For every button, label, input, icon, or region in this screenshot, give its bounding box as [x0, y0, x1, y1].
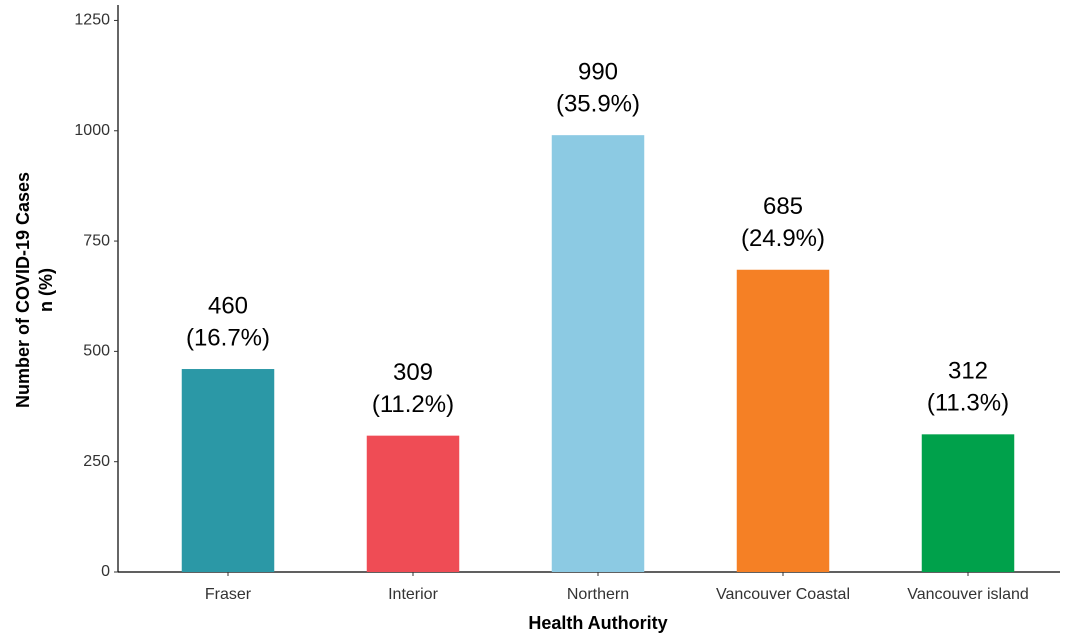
data-label: 312 [948, 358, 988, 385]
x-tick-label: Vancouver Coastal [716, 586, 850, 603]
x-tick-label: Interior [388, 586, 438, 603]
bar [736, 269, 830, 572]
data-label: 685 [763, 193, 803, 220]
y-tick-label: 0 [101, 563, 110, 580]
x-axis-title: Health Authority [528, 613, 667, 633]
y-tick-label: 750 [83, 232, 110, 249]
data-label: 309 [393, 359, 433, 386]
y-axis-title: n (%) [36, 268, 56, 312]
y-axis-title: Number of COVID-19 Cases [13, 172, 33, 408]
percent-label: (24.9%) [741, 225, 825, 252]
percent-label: (11.2%) [372, 391, 454, 418]
y-tick-label: 250 [83, 453, 110, 470]
x-tick-label: Vancouver island [907, 586, 1029, 603]
data-label: 990 [578, 59, 618, 86]
percent-label: (11.3%) [927, 390, 1009, 417]
y-tick-label: 500 [83, 343, 110, 360]
percent-label: (16.7%) [186, 324, 270, 351]
bar [921, 434, 1015, 572]
bar [551, 135, 645, 573]
percent-label: (35.9%) [556, 91, 640, 118]
x-tick-label: Fraser [205, 586, 252, 603]
bar [366, 435, 460, 572]
y-tick-label: 1000 [74, 122, 110, 139]
x-tick-label: Northern [567, 586, 629, 603]
bar [181, 369, 275, 572]
y-tick-label: 1250 [74, 12, 110, 29]
data-label: 460 [208, 292, 248, 319]
